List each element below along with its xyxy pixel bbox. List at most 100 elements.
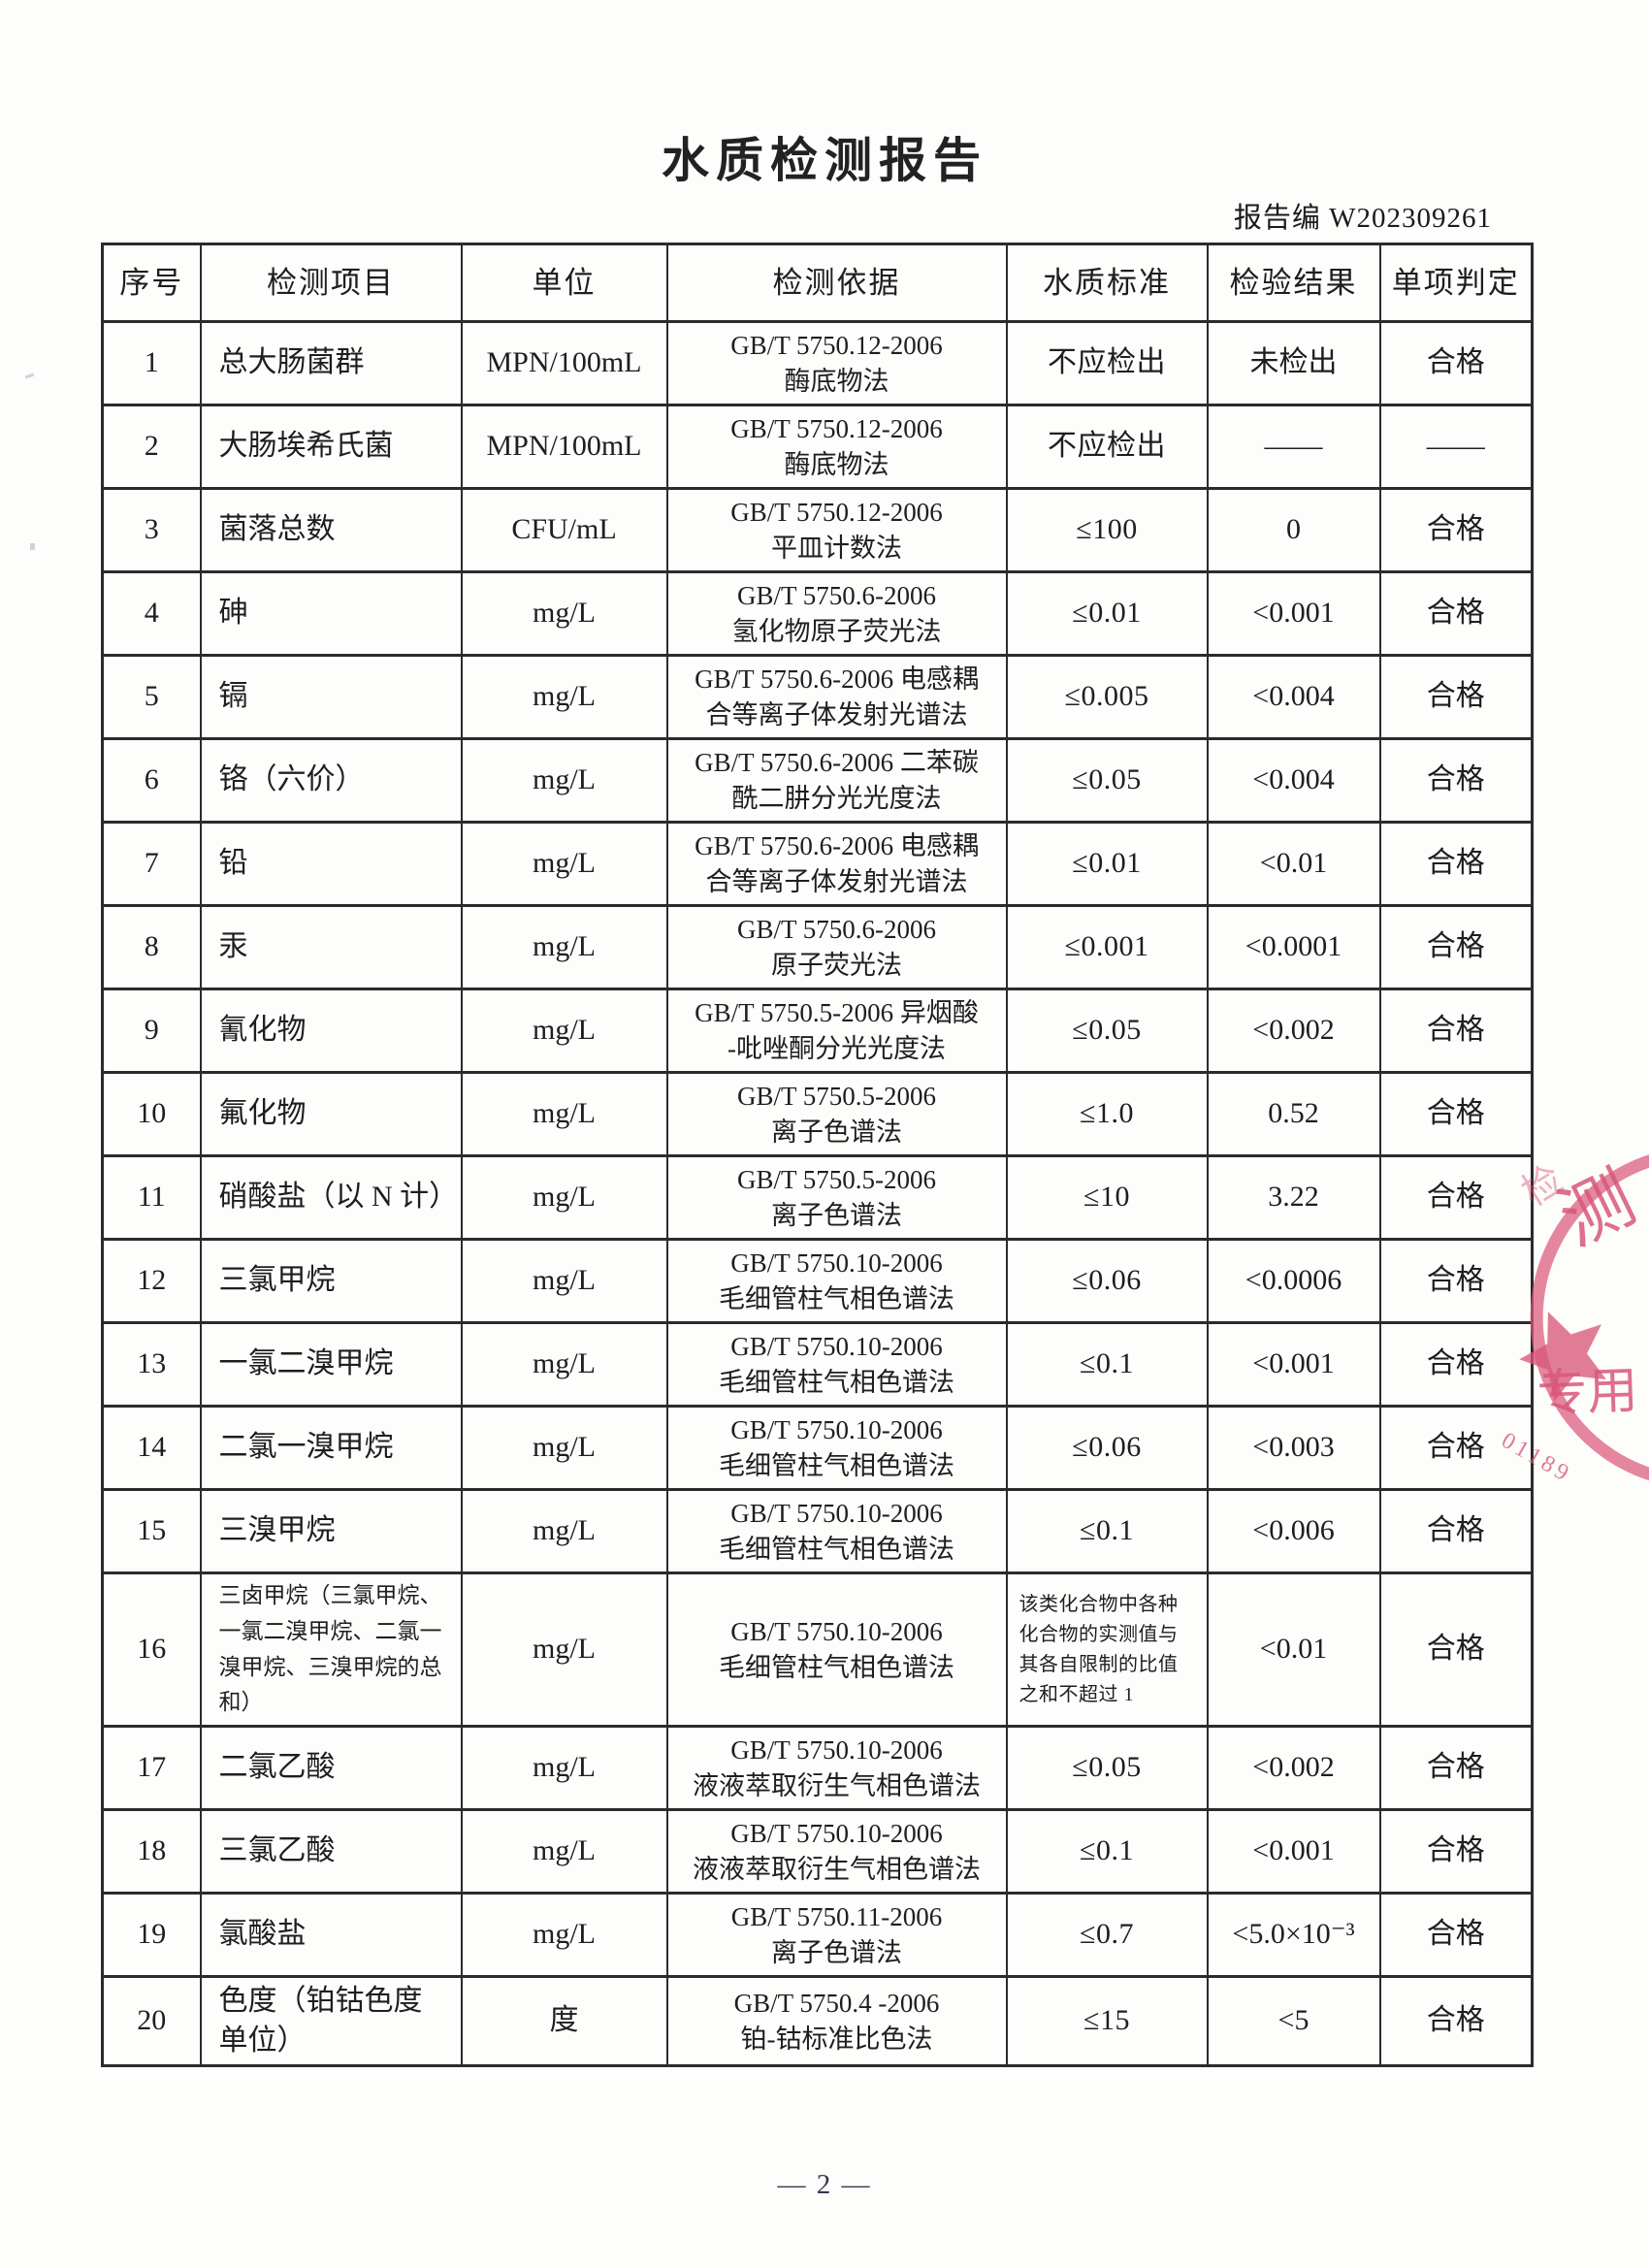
cell-judgment: 合格 (1378, 1808, 1534, 1895)
cell-test-item: 二氯一溴甲烷 (199, 1405, 463, 1491)
cell-judgment: 合格 (1378, 737, 1534, 824)
cell-serial-number: 5 (101, 654, 202, 740)
cell-test-result: <0.01 (1206, 1571, 1381, 1728)
cell-judgment: 合格 (1378, 487, 1534, 573)
cell-unit: mg/L (460, 1808, 668, 1895)
cell-water-standard: ≤0.05 (1005, 737, 1209, 824)
cell-serial-number: 4 (101, 570, 202, 657)
cell-serial-number: 14 (101, 1405, 202, 1491)
cell-unit: 度 (460, 1975, 668, 2067)
cell-serial-number: 15 (101, 1488, 202, 1574)
cell-serial-number: 3 (101, 487, 202, 573)
cell-judgment: 合格 (1378, 821, 1534, 907)
cell-water-standard: ≤0.01 (1005, 570, 1209, 657)
table-row: 19 氯酸盐 mg/L GB/T 5750.11-2006 离子色谱法 ≤0.7… (101, 1892, 1534, 1978)
col-header-judgment: 单项判定 (1378, 243, 1534, 323)
cell-test-item: 汞 (199, 904, 463, 990)
cell-test-basis: GB/T 5750.10-2006 液液萃取衍生气相色谱法 (665, 1725, 1008, 1811)
table-row: 12 三氯甲烷 mg/L GB/T 5750.10-2006 毛细管柱气相色谱法… (101, 1238, 1534, 1324)
cell-serial-number: 8 (101, 904, 202, 990)
cell-unit: mg/L (460, 1321, 668, 1408)
table-row: 20 色度（铂钴色度单位） 度 GB/T 5750.4 -2006 铂-钴标准比… (101, 1975, 1534, 2067)
table-row: 7 铅 mg/L GB/T 5750.6-2006 电感耦 合等离子体发射光谱法… (101, 821, 1534, 907)
cell-test-result: 0.52 (1206, 1071, 1381, 1157)
cell-water-standard: ≤0.1 (1005, 1808, 1209, 1895)
table-header-row: 序号 检测项目 单位 检测依据 水质标准 检验结果 单项判定 (101, 243, 1534, 323)
table-row: 15 三溴甲烷 mg/L GB/T 5750.10-2006 毛细管柱气相色谱法… (101, 1488, 1534, 1574)
cell-test-result: —— (1206, 404, 1381, 490)
table-row: 4 砷 mg/L GB/T 5750.6-2006 氢化物原子荧光法 ≤0.01… (101, 570, 1534, 657)
cell-test-basis: GB/T 5750.4 -2006 铂-钴标准比色法 (665, 1975, 1008, 2067)
cell-water-standard: ≤100 (1005, 487, 1209, 573)
cell-test-result: <0.002 (1206, 988, 1381, 1074)
cell-test-basis: GB/T 5750.10-2006 毛细管柱气相色谱法 (665, 1238, 1008, 1324)
table-row: 8 汞 mg/L GB/T 5750.6-2006 原子荧光法 ≤0.001 <… (101, 904, 1534, 990)
cell-test-basis: GB/T 5750.12-2006 平皿计数法 (665, 487, 1008, 573)
table-row: 16 三卤甲烷（三氯甲烷、一氯二溴甲烷、二氯一溴甲烷、三溴甲烷的总和） mg/L… (101, 1571, 1534, 1728)
cell-serial-number: 10 (101, 1071, 202, 1157)
cell-water-standard: ≤0.1 (1005, 1488, 1209, 1574)
table-row: 18 三氯乙酸 mg/L GB/T 5750.10-2006 液液萃取衍生气相色… (101, 1808, 1534, 1895)
cell-water-standard: ≤0.05 (1005, 1725, 1209, 1811)
cell-unit: mg/L (460, 1892, 668, 1978)
cell-serial-number: 18 (101, 1808, 202, 1895)
cell-judgment: 合格 (1378, 1238, 1534, 1324)
cell-test-item: 氯酸盐 (199, 1892, 463, 1978)
cell-test-basis: GB/T 5750.5-2006 异烟酸 -吡唑酮分光光度法 (665, 988, 1008, 1074)
cell-test-result: <0.0006 (1206, 1238, 1381, 1324)
cell-judgment: 合格 (1378, 1321, 1534, 1408)
table-row: 1 总大肠菌群 MPN/100mL GB/T 5750.12-2006 酶底物法… (101, 320, 1534, 406)
cell-judgment: 合格 (1378, 904, 1534, 990)
cell-judgment: —— (1378, 404, 1534, 490)
cell-test-item: 大肠埃希氏菌 (199, 404, 463, 490)
cell-unit: mg/L (460, 654, 668, 740)
cell-serial-number: 13 (101, 1321, 202, 1408)
cell-judgment: 合格 (1378, 1071, 1534, 1157)
cell-test-basis: GB/T 5750.6-2006 二苯碳 酰二肼分光光度法 (665, 737, 1008, 824)
cell-test-result: <0.001 (1206, 570, 1381, 657)
scan-artifact (30, 543, 35, 550)
table-row: 3 菌落总数 CFU/mL GB/T 5750.12-2006 平皿计数法 ≤1… (101, 487, 1534, 573)
cell-test-basis: GB/T 5750.5-2006 离子色谱法 (665, 1154, 1008, 1241)
page-title: 水质检测报告 (661, 134, 987, 187)
cell-serial-number: 9 (101, 988, 202, 1074)
cell-test-result: <0.001 (1206, 1808, 1381, 1895)
cell-judgment: 合格 (1378, 1154, 1534, 1241)
cell-judgment: 合格 (1378, 1405, 1534, 1491)
cell-test-result: <0.002 (1206, 1725, 1381, 1811)
table-row: 17 二氯乙酸 mg/L GB/T 5750.10-2006 液液萃取衍生气相色… (101, 1725, 1534, 1811)
cell-test-result: <0.003 (1206, 1405, 1381, 1491)
cell-test-basis: GB/T 5750.10-2006 毛细管柱气相色谱法 (665, 1405, 1008, 1491)
cell-water-standard: ≤10 (1005, 1154, 1209, 1241)
cell-serial-number: 7 (101, 821, 202, 907)
col-header-standard: 水质标准 (1005, 243, 1209, 323)
stamp-label: 专用 (1536, 1364, 1639, 1423)
col-header-no: 序号 (101, 243, 202, 323)
cell-serial-number: 12 (101, 1238, 202, 1324)
cell-serial-number: 17 (101, 1725, 202, 1811)
table-row: 2 大肠埃希氏菌 MPN/100mL GB/T 5750.12-2006 酶底物… (101, 404, 1534, 490)
cell-judgment: 合格 (1378, 320, 1534, 406)
cell-water-standard: ≤15 (1005, 1975, 1209, 2067)
cell-judgment: 合格 (1378, 654, 1534, 740)
cell-test-basis: GB/T 5750.12-2006 酶底物法 (665, 320, 1008, 406)
cell-serial-number: 2 (101, 404, 202, 490)
table-row: 5 镉 mg/L GB/T 5750.6-2006 电感耦 合等离子体发射光谱法… (101, 654, 1534, 740)
cell-test-basis: GB/T 5750.6-2006 氢化物原子荧光法 (665, 570, 1008, 657)
cell-test-result: 3.22 (1206, 1154, 1381, 1241)
cell-unit: mg/L (460, 1154, 668, 1241)
cell-test-item: 氟化物 (199, 1071, 463, 1157)
cell-water-standard: 不应检出 (1005, 320, 1209, 406)
cell-unit: mg/L (460, 1725, 668, 1811)
cell-unit: MPN/100mL (460, 320, 668, 406)
cell-test-result: <0.004 (1206, 654, 1381, 740)
cell-test-basis: GB/T 5750.10-2006 毛细管柱气相色谱法 (665, 1571, 1008, 1728)
results-table: 序号 检测项目 单位 检测依据 水质标准 检验结果 单项判定 1 总大肠菌群 M… (101, 243, 1534, 2068)
scan-artifact (24, 373, 35, 379)
table-row: 10 氟化物 mg/L GB/T 5750.5-2006 离子色谱法 ≤1.0 … (101, 1071, 1534, 1157)
cell-test-result: <0.01 (1206, 821, 1381, 907)
cell-test-item: 总大肠菌群 (199, 320, 463, 406)
cell-water-standard: ≤0.01 (1005, 821, 1209, 907)
cell-judgment: 合格 (1378, 1488, 1534, 1574)
cell-test-basis: GB/T 5750.10-2006 毛细管柱气相色谱法 (665, 1488, 1008, 1574)
